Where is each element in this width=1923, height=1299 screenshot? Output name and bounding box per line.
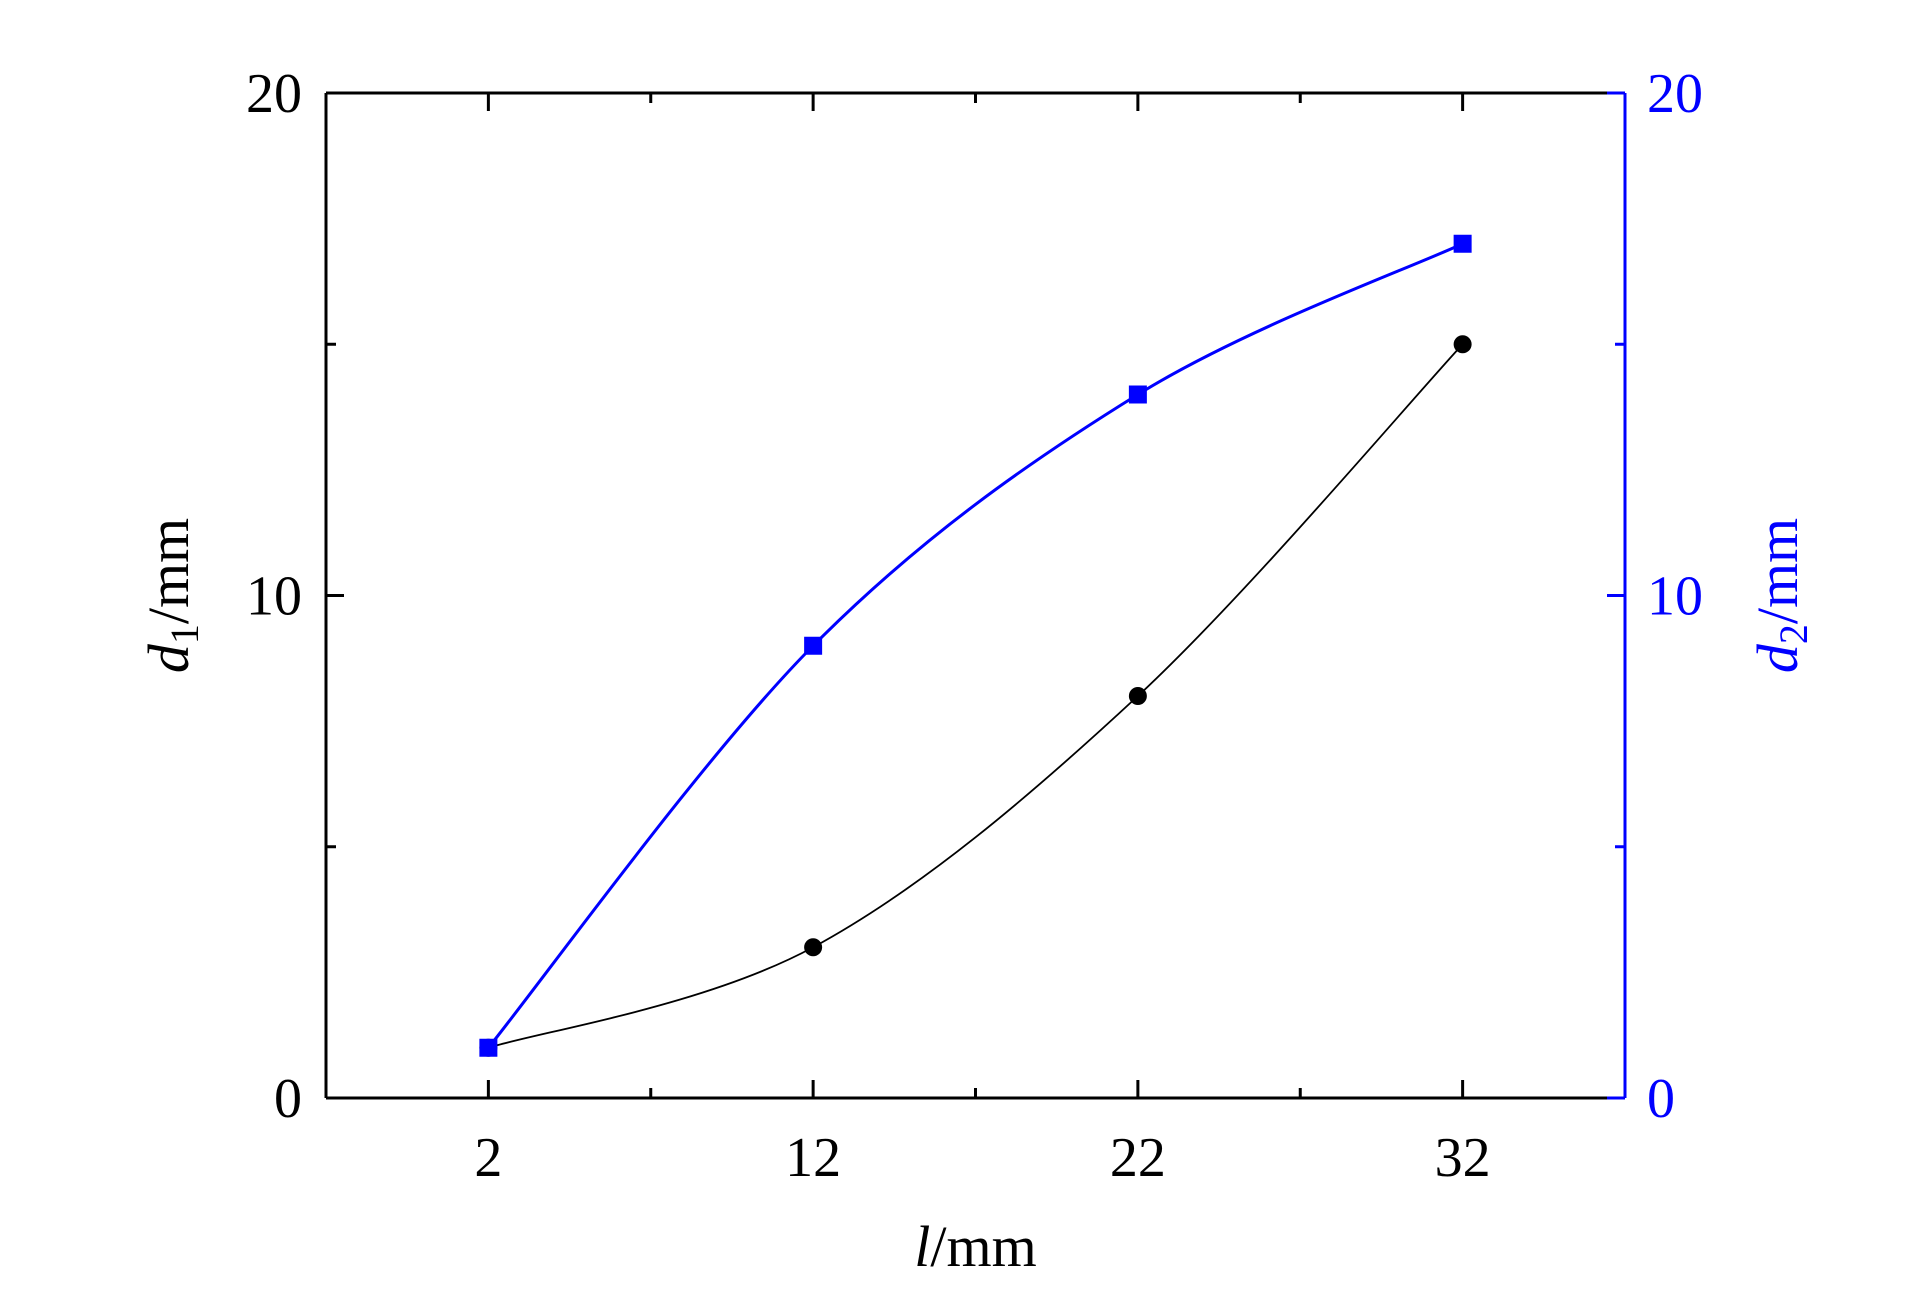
y-left-axis-title-unit: /mm (136, 518, 201, 624)
y-left-axis-title: d1/mm (136, 518, 207, 673)
series-d2-point (1453, 234, 1472, 253)
y-right-tick-label: 0 (1647, 1068, 1675, 1130)
series-d1-point (1128, 687, 1147, 705)
series-d1-point (804, 938, 823, 957)
series-d1-point (1453, 335, 1472, 354)
series-d2-point (804, 636, 823, 655)
y-right-axis-title-subscript: 2 (1771, 624, 1816, 644)
x-axis-title-unit: /mm (930, 1214, 1036, 1279)
x-axis-title: l/mm (914, 1214, 1036, 1279)
y-right-tick-label: 20 (1647, 63, 1703, 125)
series-d2-point (479, 1038, 498, 1057)
y-right-axis-title-variable: d (1745, 643, 1810, 673)
y-left-tick-label: 20 (246, 63, 302, 125)
series-d2-fit-line (487, 242, 1464, 1049)
y-left-axis-title-subscript: 1 (162, 624, 207, 644)
x-tick-label: 22 (1110, 1127, 1166, 1189)
y-left-tick-label: 0 (274, 1068, 302, 1130)
y-right-axis-title: d2/mm (1745, 518, 1816, 673)
series-d1-fit-line (488, 343, 1464, 1049)
x-tick-label: 12 (785, 1127, 841, 1189)
y-left-tick-label: 10 (246, 566, 302, 628)
x-tick-label: 32 (1435, 1127, 1491, 1189)
y-right-axis-title-unit: /mm (1745, 518, 1810, 624)
series-d2-point (1128, 385, 1147, 404)
x-axis-title-variable: l (914, 1214, 930, 1279)
y-left-axis-title-variable: d (136, 643, 201, 673)
y-right-tick-label: 10 (1647, 566, 1703, 628)
x-tick-label: 2 (474, 1127, 502, 1189)
